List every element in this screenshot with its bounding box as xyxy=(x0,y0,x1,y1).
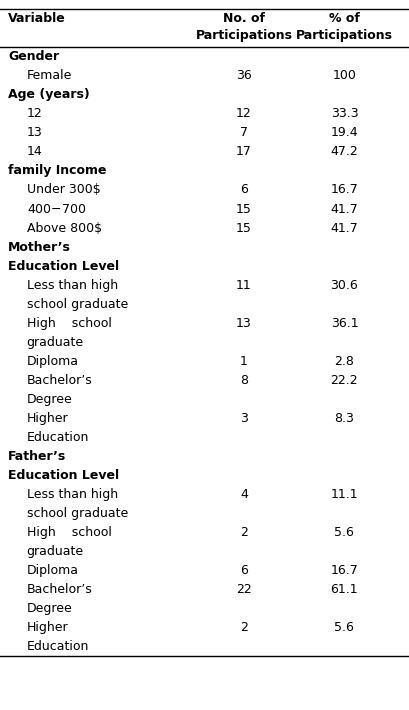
Text: Participations: Participations xyxy=(195,29,292,43)
Text: Bachelor’s: Bachelor’s xyxy=(27,583,92,596)
Text: 2: 2 xyxy=(239,621,247,634)
Text: Less than high: Less than high xyxy=(27,488,117,501)
Text: Diploma: Diploma xyxy=(27,564,79,577)
Text: Variable: Variable xyxy=(8,12,66,26)
Text: Education: Education xyxy=(27,640,89,653)
Text: Less than high: Less than high xyxy=(27,278,117,292)
Text: Bachelor’s: Bachelor’s xyxy=(27,373,92,387)
Text: 22.2: 22.2 xyxy=(330,373,357,387)
Text: 11: 11 xyxy=(236,278,251,292)
Text: 6: 6 xyxy=(239,183,247,197)
Text: graduate: graduate xyxy=(27,545,83,558)
Text: Diploma: Diploma xyxy=(27,355,79,368)
Text: school graduate: school graduate xyxy=(27,507,128,520)
Text: 16.7: 16.7 xyxy=(330,564,357,577)
Text: 4: 4 xyxy=(239,488,247,501)
Text: 19.4: 19.4 xyxy=(330,126,357,139)
Text: 33.3: 33.3 xyxy=(330,107,357,121)
Text: 5.6: 5.6 xyxy=(334,621,353,634)
Text: 11.1: 11.1 xyxy=(330,488,357,501)
Text: Above 800$: Above 800$ xyxy=(27,222,101,234)
Text: Gender: Gender xyxy=(8,50,59,63)
Text: 2.8: 2.8 xyxy=(334,355,353,368)
Text: Degree: Degree xyxy=(27,602,72,615)
Text: 61.1: 61.1 xyxy=(330,583,357,596)
Text: Degree: Degree xyxy=(27,393,72,406)
Text: Participations: Participations xyxy=(295,29,392,43)
Text: 13: 13 xyxy=(27,126,42,139)
Text: 14: 14 xyxy=(27,146,42,158)
Text: 41.7: 41.7 xyxy=(330,202,357,216)
Text: Mother’s: Mother’s xyxy=(8,241,71,253)
Text: family Income: family Income xyxy=(8,165,106,178)
Text: 36: 36 xyxy=(236,70,251,82)
Text: 17: 17 xyxy=(236,146,251,158)
Text: 36.1: 36.1 xyxy=(330,317,357,329)
Text: High    school: High school xyxy=(27,526,111,539)
Text: 15: 15 xyxy=(236,202,251,216)
Text: 16.7: 16.7 xyxy=(330,183,357,197)
Text: Education: Education xyxy=(27,431,89,444)
Text: 8: 8 xyxy=(239,373,247,387)
Text: 15: 15 xyxy=(236,222,251,234)
Text: graduate: graduate xyxy=(27,336,83,349)
Text: 12: 12 xyxy=(27,107,42,121)
Text: 22: 22 xyxy=(236,583,251,596)
Text: Father’s: Father’s xyxy=(8,450,66,463)
Text: Female: Female xyxy=(27,70,72,82)
Text: Under 300$: Under 300$ xyxy=(27,183,100,197)
Text: 47.2: 47.2 xyxy=(330,146,357,158)
Text: 30.6: 30.6 xyxy=(330,278,357,292)
Text: 1: 1 xyxy=(239,355,247,368)
Text: 100: 100 xyxy=(332,70,355,82)
Text: 41.7: 41.7 xyxy=(330,222,357,234)
Text: % of: % of xyxy=(328,12,359,26)
Text: 12: 12 xyxy=(236,107,251,121)
Text: High    school: High school xyxy=(27,317,111,329)
Text: Age (years): Age (years) xyxy=(8,88,90,102)
Text: Education Level: Education Level xyxy=(8,260,119,273)
Text: 2: 2 xyxy=(239,526,247,539)
Text: No. of: No. of xyxy=(222,12,264,26)
Text: 8.3: 8.3 xyxy=(334,412,353,425)
Text: 13: 13 xyxy=(236,317,251,329)
Text: 6: 6 xyxy=(239,564,247,577)
Text: Higher: Higher xyxy=(27,621,68,634)
Text: 400$ - 700$: 400$ - 700$ xyxy=(27,202,86,216)
Text: 5.6: 5.6 xyxy=(334,526,353,539)
Text: Education Level: Education Level xyxy=(8,469,119,482)
Text: 7: 7 xyxy=(239,126,247,139)
Text: 3: 3 xyxy=(239,412,247,425)
Text: Higher: Higher xyxy=(27,412,68,425)
Text: school graduate: school graduate xyxy=(27,297,128,311)
